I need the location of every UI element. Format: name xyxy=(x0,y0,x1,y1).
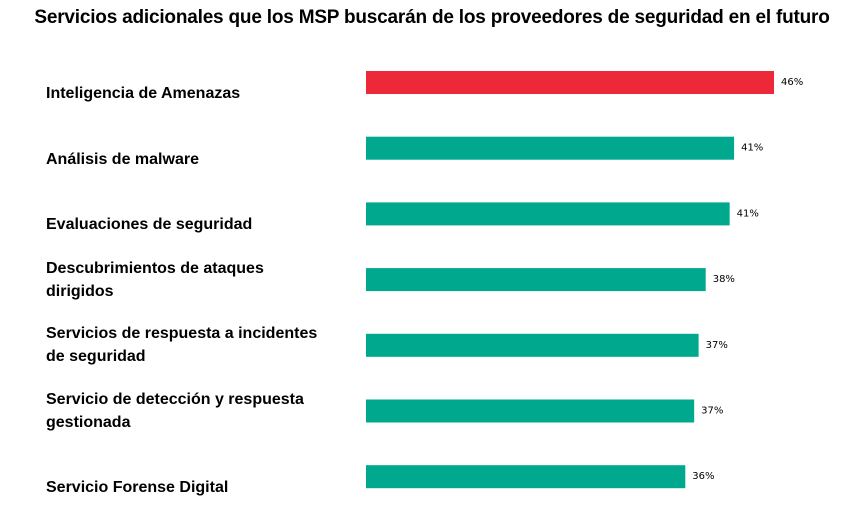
data-label: 37% xyxy=(701,406,723,417)
data-label: 41% xyxy=(741,143,763,154)
category-label-line: Servicio Forense Digital xyxy=(46,479,229,497)
bar xyxy=(366,465,686,489)
category-label-line: Servicio de detección y respuesta xyxy=(46,391,304,408)
category-label-line: gestionada xyxy=(46,414,131,431)
category-label-line: Servicios de respuesta a incidentes xyxy=(46,325,318,343)
category-label: Análisis de malware xyxy=(46,148,346,171)
category-label: Servicio Forense Digital xyxy=(46,476,346,499)
data-label: 46% xyxy=(781,77,803,88)
data-label: 38% xyxy=(713,274,735,285)
bar xyxy=(366,136,735,160)
category-label-line: Análisis de malware xyxy=(46,150,199,168)
category-label: Servicios de respuesta a incidentes de se… xyxy=(46,322,346,368)
category-label: Descubrimientos de ataques dirigidos xyxy=(46,257,346,303)
category-label-line: de seguridad xyxy=(46,348,146,366)
data-label: 37% xyxy=(706,340,728,351)
chart-title: Servicios adicionales que los MSP buscar… xyxy=(34,7,830,28)
category-label-line: Descubrimientos de ataques xyxy=(46,259,264,277)
category-label-line: dirigidos xyxy=(46,282,114,300)
category-label: Evaluaciones de seguridad xyxy=(46,213,346,236)
category-label-line: Evaluaciones de seguridad xyxy=(46,216,253,234)
data-label: 36% xyxy=(692,471,714,482)
bar xyxy=(366,268,706,292)
category-label: Servicio de detección y respuesta gestion… xyxy=(46,388,346,434)
bar xyxy=(366,71,774,94)
category-label: Inteligencia de Amenazas xyxy=(46,82,346,105)
bar xyxy=(366,333,699,357)
bar xyxy=(366,399,695,423)
data-label: 41% xyxy=(737,208,759,219)
category-label-line: Inteligencia de Amenazas xyxy=(46,85,241,102)
bar xyxy=(366,202,730,226)
